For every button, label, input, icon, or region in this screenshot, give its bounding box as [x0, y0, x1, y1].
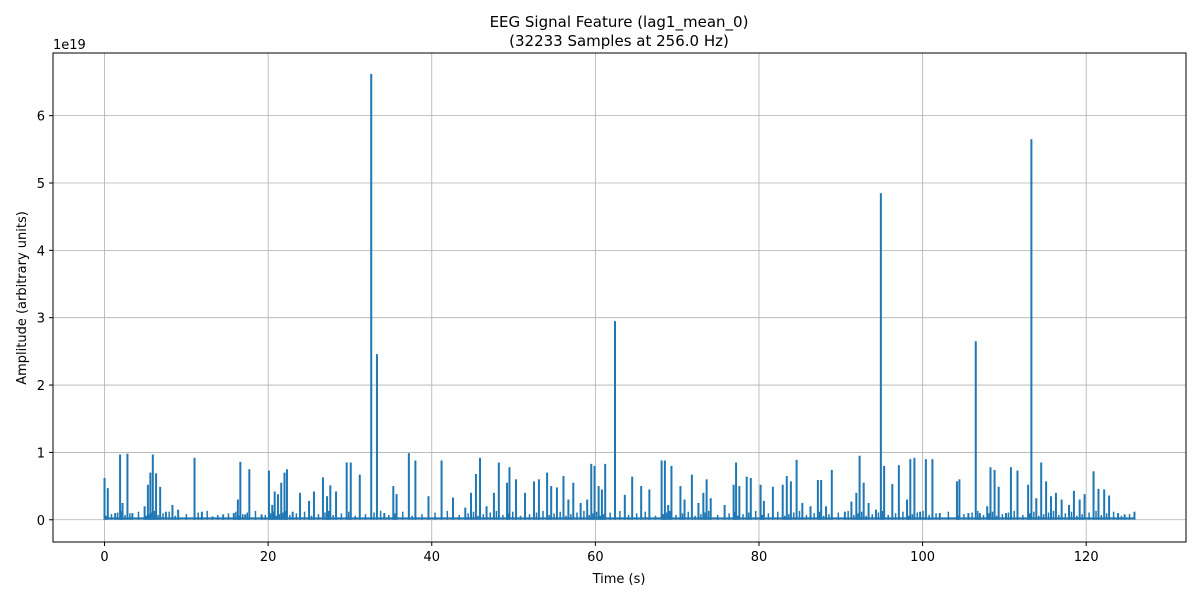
y-tick-label: 1	[37, 446, 45, 461]
y-tick-label: 6	[37, 110, 45, 125]
y-axis-label: Amplitude (arbitrary units)	[15, 211, 30, 385]
x-axis-ticks: 0 20 40 60 80 100 120	[100, 542, 1099, 565]
y-tick-label: 5	[37, 177, 45, 192]
x-tick-label: 120	[1074, 550, 1099, 565]
y-axis-offset-label: 1e19	[53, 38, 86, 53]
x-tick-label: 20	[260, 550, 277, 565]
signal-series	[103, 73, 1136, 520]
x-tick-label: 0	[100, 550, 108, 565]
x-tick-label: 80	[751, 550, 768, 565]
y-tick-label: 0	[37, 514, 45, 529]
y-tick-label: 3	[37, 312, 45, 327]
plot-frame	[52, 52, 1187, 543]
chart-title: EEG Signal Feature (lag1_mean_0)	[490, 13, 749, 32]
x-axis-label: Time (s)	[592, 572, 646, 587]
y-tick-label: 2	[37, 379, 45, 394]
y-tick-label: 4	[37, 244, 45, 259]
x-tick-label: 60	[587, 550, 604, 565]
y-axis-ticks: 0 1 2 3 4 5 6	[37, 110, 53, 529]
chart-subtitle: (32233 Samples at 256.0 Hz)	[509, 32, 729, 50]
x-tick-label: 40	[423, 550, 440, 565]
x-tick-label: 100	[910, 550, 935, 565]
grid-layer	[53, 53, 1186, 542]
